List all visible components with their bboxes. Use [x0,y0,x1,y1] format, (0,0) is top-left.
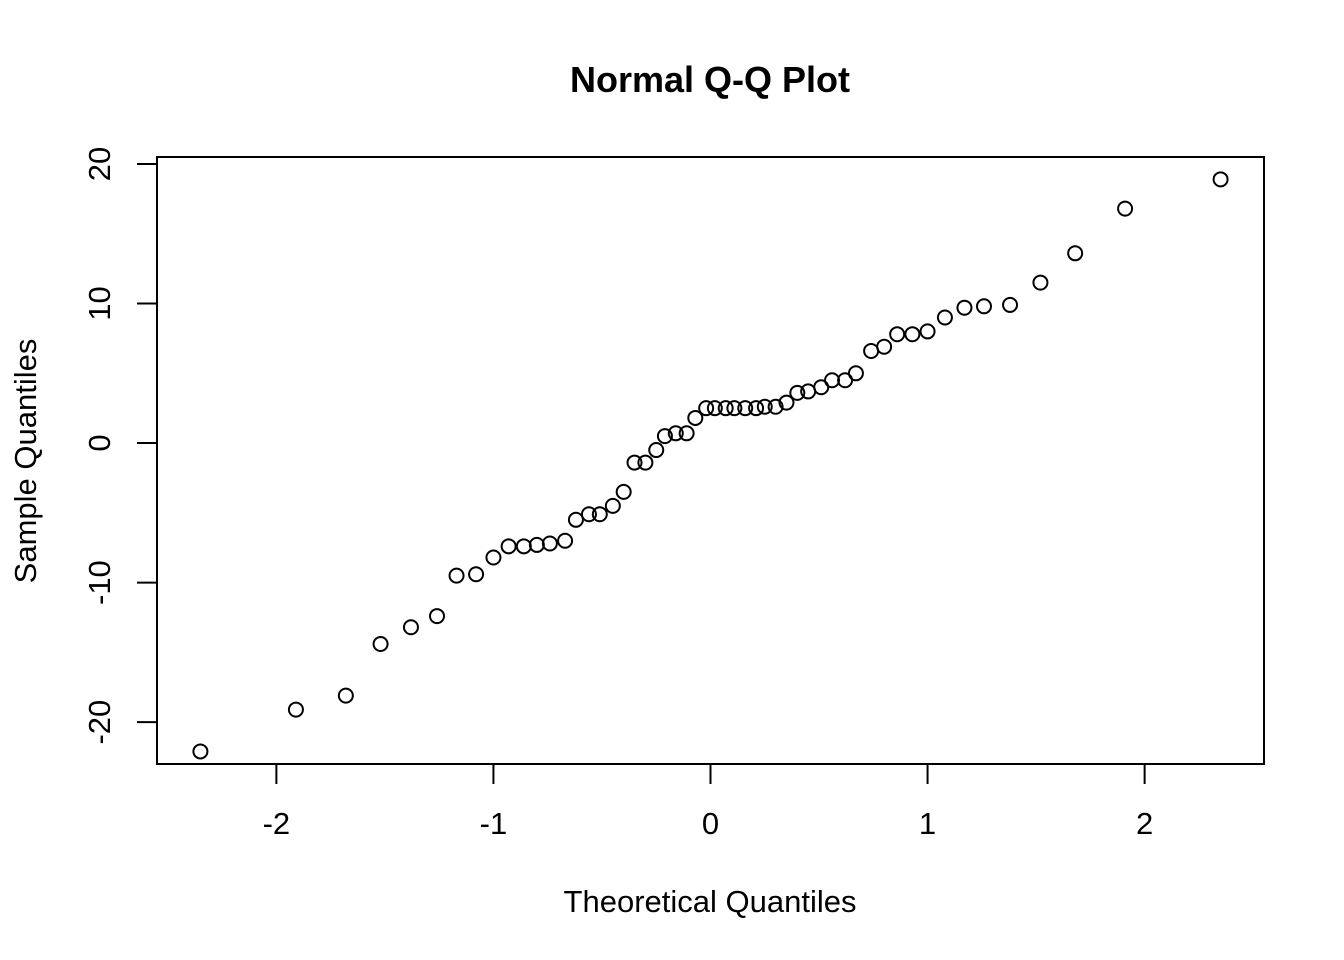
data-point [956,299,973,316]
data-point [698,400,715,417]
data-point [1212,171,1229,188]
data-point [337,687,354,704]
data-point [1032,274,1049,291]
data-point [667,425,684,442]
data-point [717,400,734,417]
data-point [567,511,584,528]
data-point [904,326,921,343]
data-point [468,566,485,583]
data-point [637,454,654,471]
data-point [485,549,502,566]
data-point [626,454,643,471]
data-point [604,497,621,514]
data-point [678,425,695,442]
x-tick-label: 1 [919,806,936,841]
data-point [936,309,953,326]
x-tick-label: 2 [1136,806,1153,841]
data-point [615,483,632,500]
x-tick-label: 0 [702,806,719,841]
y-tick-label: 20 [82,147,117,181]
x-tick-label: -2 [263,806,291,841]
y-tick-label: 10 [82,286,117,320]
data-point [372,635,389,652]
data-point [402,619,419,636]
data-point [756,398,773,415]
data-point [847,365,864,382]
data-point [789,384,806,401]
x-axis-label: Theoretical Quantiles [564,884,857,919]
y-tick-label: -20 [82,700,117,745]
data-point [192,743,209,760]
data-point [591,506,608,523]
data-point [919,323,936,340]
data-point [767,398,784,415]
x-axis: -2 -1 0 1 2 [263,763,1153,841]
data-point [580,506,597,523]
data-point [528,536,545,553]
data-points [192,171,1229,760]
data-point [1067,245,1084,262]
data-point [648,442,665,459]
data-point [824,372,841,389]
x-tick-label: -1 [480,806,508,841]
data-point [687,409,704,426]
data-point [500,538,517,555]
data-point [737,400,754,417]
data-point [515,538,532,555]
data-point [1002,296,1019,313]
plot-frame [156,156,1265,765]
y-axis: -20 -10 0 10 20 [82,147,158,745]
data-point [656,428,673,445]
data-point [876,338,893,355]
data-point [557,532,574,549]
data-point [778,394,795,411]
data-point [541,535,558,552]
data-point [975,298,992,315]
data-point [1117,200,1134,217]
data-point [706,400,723,417]
data-point [287,701,304,718]
chart-title: Normal Q-Q Plot [570,59,850,100]
data-point [889,326,906,343]
y-tick-label: -10 [82,560,117,605]
data-point [863,342,880,359]
data-point [726,400,743,417]
data-point [748,400,765,417]
data-point [448,567,465,584]
data-point [429,608,446,625]
y-tick-label: 0 [82,434,117,451]
y-axis-label: Sample Quantiles [8,339,43,584]
